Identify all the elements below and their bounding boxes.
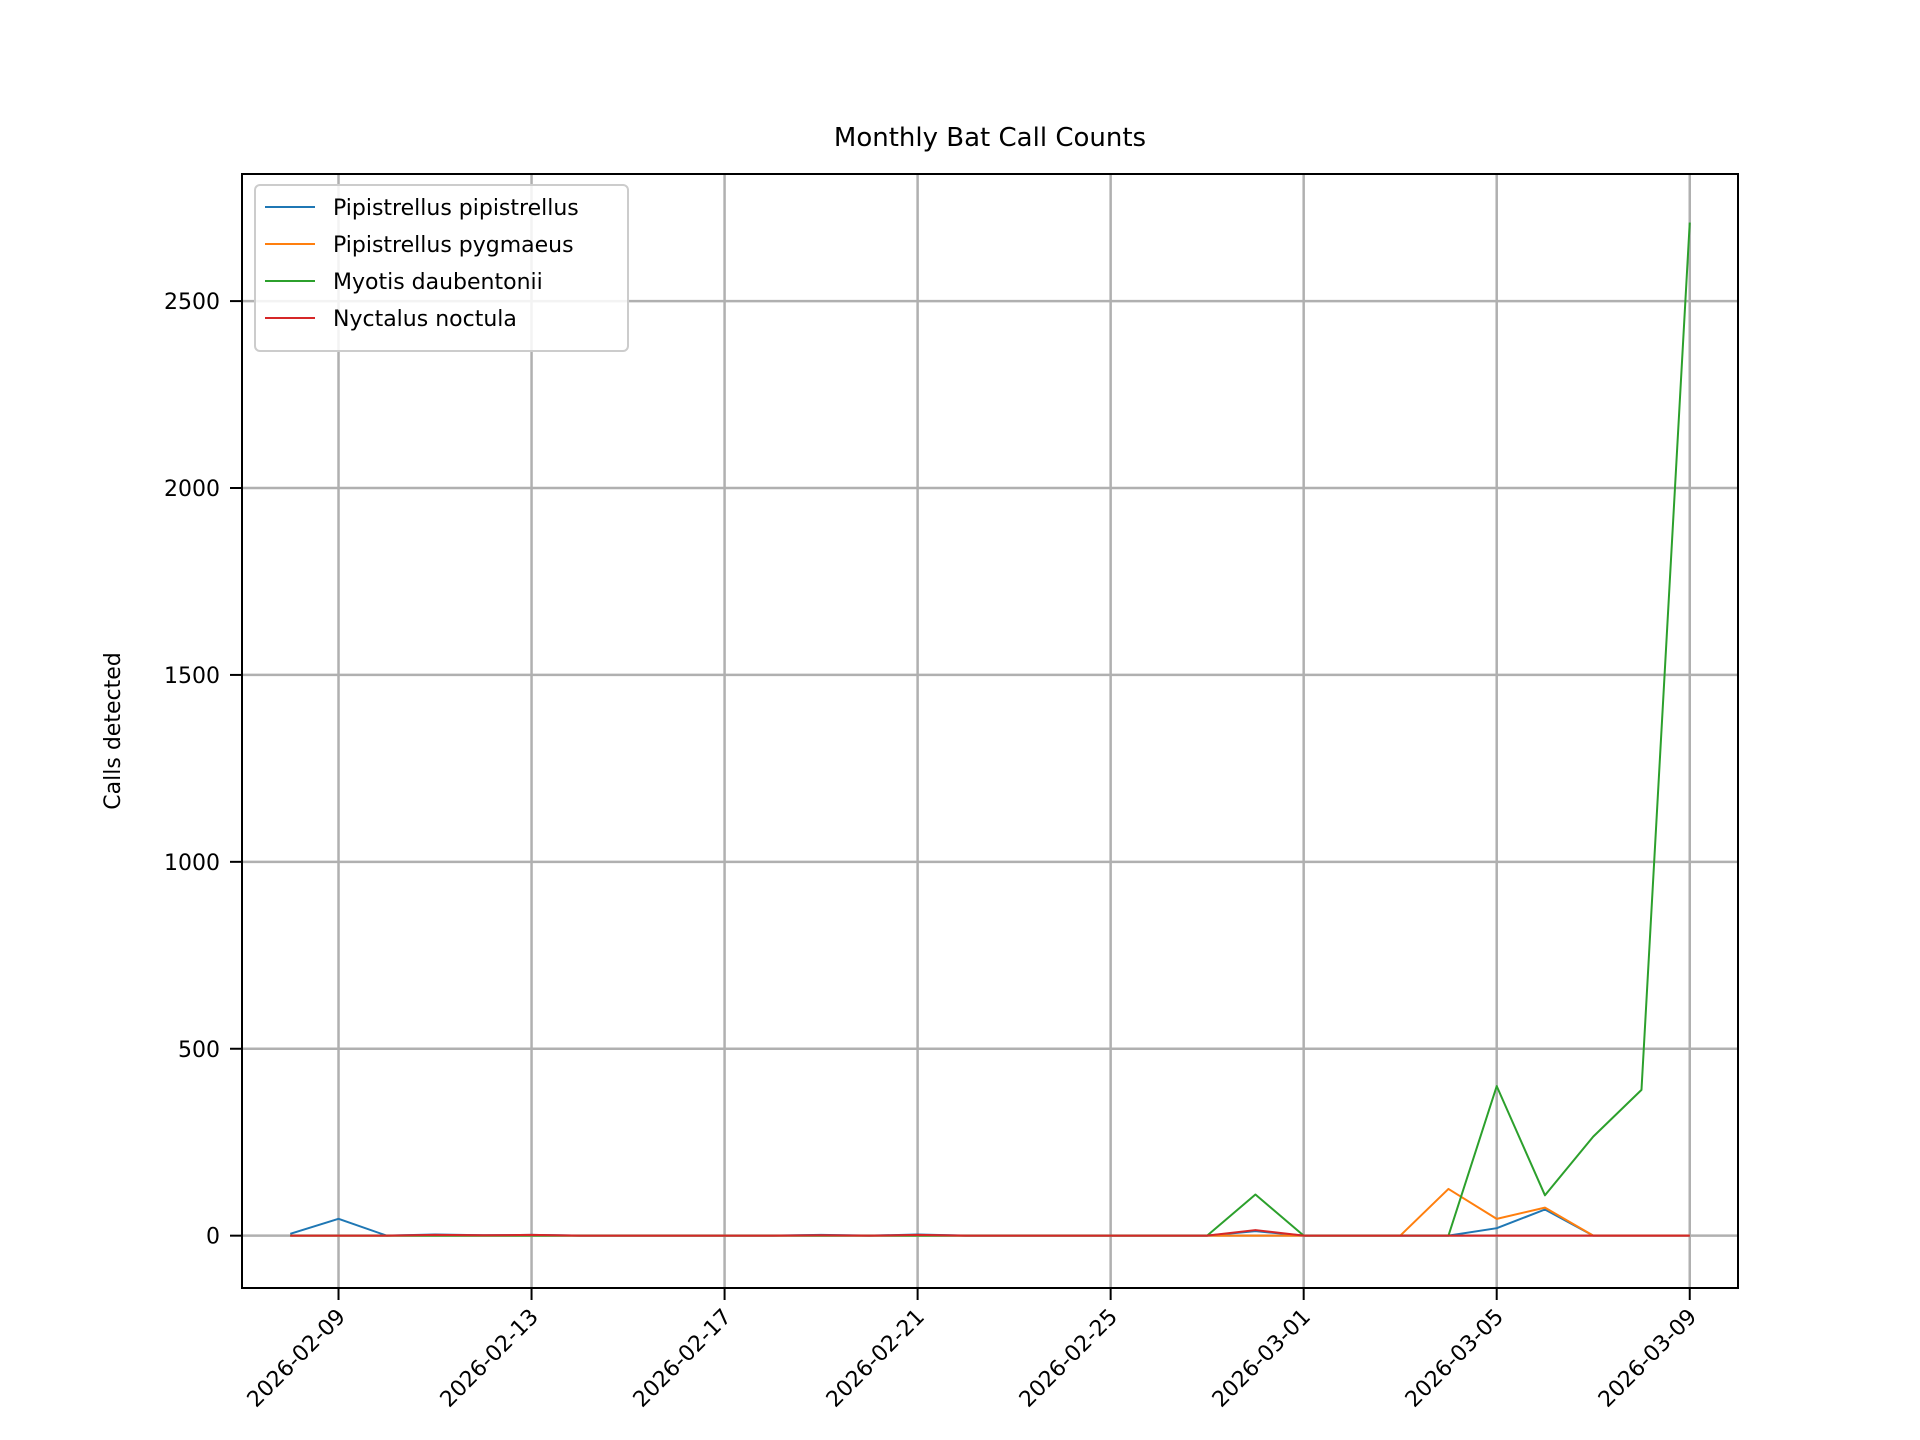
legend-label: Nyctalus noctula	[333, 307, 517, 332]
plot-frame	[241, 173, 1739, 1289]
legend-label: Pipistrellus pygmaeus	[333, 233, 574, 258]
y-tick-label: 1500	[164, 664, 220, 689]
legend: Pipistrellus pipistrellus Pipistrellus py…	[254, 184, 629, 352]
y-axis-label: Calls detected	[101, 652, 126, 809]
y-tick-label: 500	[178, 1038, 220, 1063]
legend-label: Myotis daubentonii	[333, 270, 543, 295]
y-tick-label: 0	[206, 1225, 220, 1250]
y-tick-label: 2000	[164, 477, 220, 502]
y-tick-label: 2500	[164, 290, 220, 315]
legend-label: Pipistrellus pipistrellus	[333, 196, 579, 221]
series-line-nyctalus-noctula	[290, 1229, 1690, 1237]
series-lines	[289, 222, 1691, 1237]
y-tick-label: 1000	[164, 851, 220, 876]
chart-title: Monthly Bat Call Counts	[834, 123, 1146, 153]
legend-box	[254, 184, 629, 352]
